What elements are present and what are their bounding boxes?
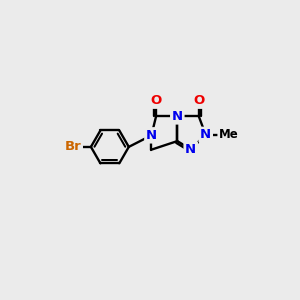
Text: N: N	[172, 110, 183, 123]
Text: N: N	[146, 129, 157, 142]
Text: O: O	[193, 94, 204, 107]
Text: N: N	[185, 143, 196, 156]
Text: N: N	[200, 128, 211, 141]
Text: Me: Me	[219, 128, 239, 141]
Text: O: O	[150, 94, 162, 107]
Text: Br: Br	[64, 140, 81, 153]
